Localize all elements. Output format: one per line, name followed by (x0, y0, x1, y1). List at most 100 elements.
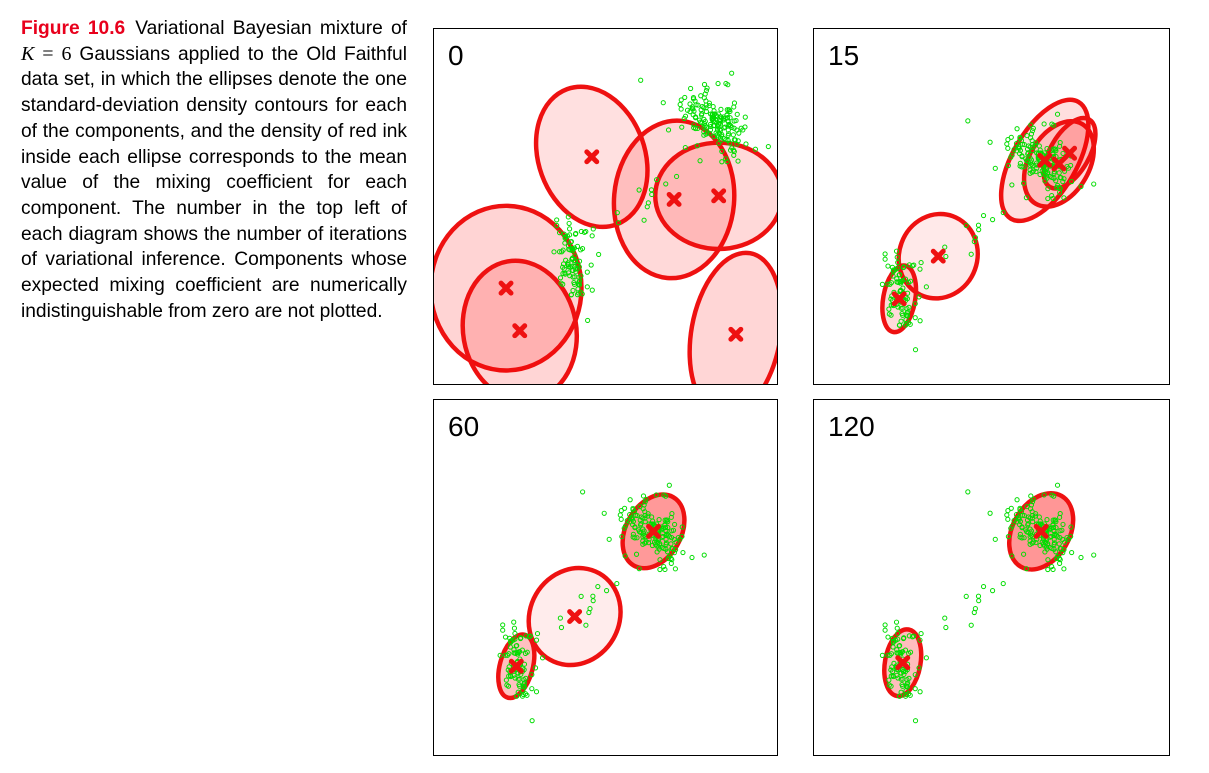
data-point (558, 624, 565, 631)
data-point (900, 635, 907, 642)
data-point (1053, 524, 1059, 531)
data-point (1041, 121, 1047, 127)
data-point (1060, 521, 1066, 527)
data-point (717, 118, 724, 124)
data-point (885, 652, 891, 658)
data-point (1068, 162, 1074, 169)
data-points (551, 70, 771, 324)
data-point (1025, 522, 1031, 528)
data-point (689, 554, 695, 561)
data-point (1051, 175, 1057, 181)
component-mean-marker (895, 655, 911, 671)
data-point (678, 97, 684, 103)
data-point (512, 675, 518, 681)
data-point (663, 541, 669, 548)
plot-panel-iteration-15: 15 (813, 28, 1170, 385)
data-point (641, 217, 647, 223)
data-point (903, 683, 909, 689)
data-point (557, 275, 564, 281)
figure-label: Figure 10.6 (21, 18, 126, 39)
data-point (898, 676, 904, 682)
data-point (565, 261, 571, 268)
data-point (584, 269, 590, 275)
data-point (1019, 154, 1025, 160)
data-point (645, 200, 651, 206)
component-mean-marker (1037, 152, 1053, 168)
data-point (614, 580, 620, 587)
data-point (888, 296, 894, 302)
data-point (710, 123, 717, 129)
data-point (627, 497, 633, 503)
data-point (701, 95, 707, 101)
data-point (702, 123, 708, 129)
data-point (648, 187, 655, 193)
data-point (891, 660, 897, 666)
data-point (657, 557, 663, 563)
data-point (701, 81, 708, 88)
data-point (730, 147, 737, 153)
data-point (588, 262, 594, 268)
data-point (1009, 182, 1015, 188)
data-point (1030, 148, 1036, 154)
data-point (1008, 134, 1014, 140)
data-point (514, 643, 520, 649)
data-point (668, 560, 674, 566)
data-point (1015, 516, 1022, 522)
data-point (1019, 141, 1026, 147)
component-mean-marker (1062, 145, 1078, 161)
data-point (662, 566, 668, 573)
data-point (917, 266, 923, 272)
data-point (898, 649, 904, 656)
component-mean-marker (930, 248, 946, 264)
data-point (882, 627, 888, 633)
data-point (726, 121, 732, 127)
data-point (1051, 170, 1057, 177)
data-point (912, 301, 918, 307)
data-point (898, 318, 904, 324)
data-point (1019, 535, 1025, 541)
data-point (529, 686, 535, 692)
data-point (533, 689, 540, 695)
data-point (942, 615, 948, 621)
data-point (562, 240, 568, 246)
data-point (1021, 141, 1027, 148)
data-point (587, 606, 593, 612)
data-point (898, 278, 904, 285)
data-point (1060, 550, 1066, 556)
data-point (529, 672, 535, 678)
data-point (1057, 528, 1063, 534)
data-point (689, 105, 695, 112)
data-point (1044, 146, 1050, 152)
data-point (1056, 170, 1062, 176)
data-point (734, 111, 740, 117)
data-point (1078, 554, 1084, 561)
data-point (724, 111, 730, 118)
data-point (1060, 150, 1066, 156)
data-point (1049, 192, 1055, 199)
caption-text-rest: Gaussians applied to the Old Faithful da… (21, 43, 407, 322)
data-point (699, 103, 705, 110)
data-point (640, 506, 646, 512)
data-point (1019, 164, 1025, 170)
data-point (943, 624, 949, 631)
data-point (632, 525, 638, 531)
data-point (895, 675, 901, 681)
data-point (992, 536, 998, 542)
data-point (568, 292, 574, 298)
data-point (1045, 186, 1051, 192)
data-point (653, 492, 659, 498)
data-point (697, 158, 703, 164)
data-point (1030, 496, 1036, 502)
data-point (704, 130, 710, 136)
data-point (735, 138, 741, 144)
component-mean-marker (498, 280, 514, 296)
data-point (570, 287, 576, 294)
data-point (643, 496, 649, 502)
data-point (606, 536, 612, 542)
data-point (617, 512, 623, 518)
data-point (578, 593, 584, 599)
data-point (511, 619, 517, 625)
plot-panel-iteration-60: 60 (433, 399, 778, 756)
data-point (722, 124, 728, 130)
data-point (621, 525, 627, 531)
